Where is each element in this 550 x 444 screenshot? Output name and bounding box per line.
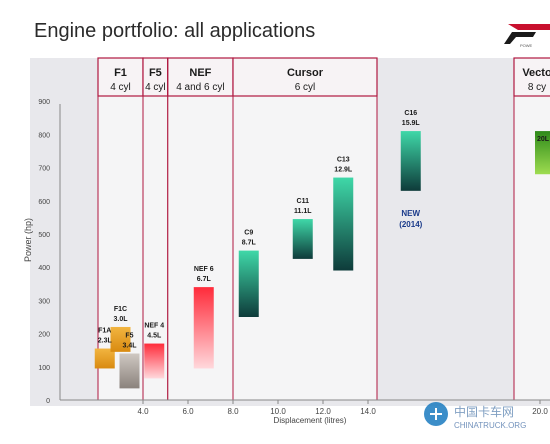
family-sublabel-nef: 4 and 6 cyl: [176, 82, 224, 93]
x-tick-label: 8.0: [227, 407, 239, 416]
engine-bar-nef-6: [193, 287, 214, 369]
family-label-vecto: Vecto: [522, 67, 550, 79]
engine-label-nef-6: NEF 6: [194, 266, 214, 273]
engine-displacement-nef-4: 4.5L: [147, 333, 162, 340]
y-tick-label: 300: [38, 298, 50, 305]
watermark-en: CHINATRUCK.ORG: [454, 421, 526, 430]
engine-bar-nef-4: [144, 343, 165, 379]
y-tick-label: 800: [38, 132, 50, 139]
family-label-f1: F1: [114, 67, 127, 79]
watermark-cn: 中国卡车网: [454, 404, 514, 419]
engine-bar-c16: [400, 131, 421, 191]
y-tick-label: 100: [38, 365, 50, 372]
engine-bar-c13: [333, 177, 354, 271]
x-tick-label: 4.0: [137, 407, 149, 416]
chinatruck-watermark: 中国卡车网 CHINATRUCK.ORG: [424, 402, 526, 430]
y-tick-label: 600: [38, 199, 50, 206]
family-header-nef: [167, 57, 234, 97]
y-tick-label: 500: [38, 232, 50, 239]
family-panel-vecto: [514, 58, 550, 400]
svg-text:POWE: POWE: [520, 43, 533, 48]
family-panel-f5: [143, 58, 168, 400]
engine-label-nef-4: NEF 4: [144, 323, 164, 330]
engine-displacement-c11: 11.1L: [294, 208, 312, 215]
engine-label-f1a: F1A: [98, 328, 111, 335]
engine-label-c9: C9: [244, 230, 253, 237]
engine-label-c16: C16: [404, 110, 417, 117]
y-tick-label: 200: [38, 332, 50, 339]
engine-bar-f1a: [94, 348, 115, 369]
y-tick-label: 700: [38, 166, 50, 173]
engine-label-f5: F5: [125, 333, 133, 340]
x-tick-label: 12.0: [315, 407, 331, 416]
family-sublabel-cursor: 6 cyl: [295, 82, 316, 93]
engine-displacement-nef-6: 6.7L: [197, 276, 212, 283]
engine-bar-c9: [238, 250, 259, 317]
family-sublabel-f1: 4 cyl: [110, 82, 131, 93]
x-axis-title: Displacement (litres): [274, 416, 347, 425]
page-title: Engine portfolio: all applications: [34, 20, 316, 42]
x-tick-label: 10.0: [270, 407, 286, 416]
engine-bar-f5: [119, 353, 140, 389]
y-tick-label: 0: [46, 398, 50, 405]
family-label-nef: NEF: [189, 67, 211, 79]
engine-bar-f1c: [110, 326, 131, 352]
family-sublabel-f5: 4 cyl: [145, 82, 166, 93]
engine-displacement-f5: 3.4L: [122, 343, 137, 350]
engine-label-c11: C11: [297, 198, 310, 205]
engine-bar-c11: [292, 219, 313, 259]
annotation-new-line-0: NEW: [401, 209, 420, 218]
x-tick-label: 20.0: [532, 407, 548, 416]
engine-displacement-c16: 15.9L: [402, 120, 421, 127]
fiat-powertrain-logo: POWE: [504, 24, 550, 48]
engine-bar-20l: [535, 131, 550, 175]
y-axis-title: Power (hp): [23, 218, 33, 262]
engine-displacement-f1c: 3.0L: [113, 316, 128, 323]
engine-label-f1c: F1C: [114, 306, 127, 313]
y-tick-label: 400: [38, 265, 50, 272]
engine-displacement-c13: 12.9L: [334, 167, 353, 174]
annotation-new-line-1: (2014): [399, 220, 422, 229]
family-label-cursor: Cursor: [287, 67, 324, 79]
y-tick-label: 900: [38, 99, 50, 106]
engine-displacement-f1a: 2.3L: [98, 338, 113, 345]
family-header-vecto: [513, 57, 550, 97]
engine-label-20l: 20L: [537, 136, 550, 143]
engine-displacement-c9: 8.7L: [242, 240, 257, 247]
family-label-f5: F5: [149, 67, 162, 79]
x-tick-label: 6.0: [182, 407, 194, 416]
engine-label-c13: C13: [337, 157, 350, 164]
family-sublabel-vecto: 8 cy: [528, 82, 546, 93]
x-tick-label: 14.0: [360, 407, 376, 416]
family-header-cursor: [232, 57, 378, 97]
